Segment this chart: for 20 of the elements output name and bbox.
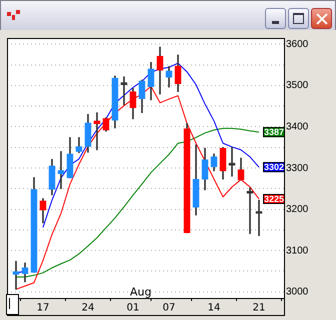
y-tick-label: 3600: [286, 38, 309, 50]
y-tick-label: 3300: [286, 162, 309, 174]
candlestick: [94, 112, 100, 150]
data-label: 3387: [264, 127, 284, 138]
candlestick: [12, 260, 20, 290]
annotation: Aug: [130, 285, 152, 298]
y-tick-label: 3400: [286, 121, 309, 132]
y-tick-label: 3100: [286, 245, 309, 256]
y-tick-label: 3500: [286, 80, 309, 92]
x-tick-label: 01: [126, 302, 140, 314]
data-label: 3225: [264, 194, 284, 204]
y-tick-label: 3200: [286, 204, 309, 216]
x-tick-label: 21: [252, 302, 266, 314]
x-tick-label: 14: [208, 302, 220, 314]
x-tick-label: 17: [36, 302, 50, 314]
x-tick-label: 07: [162, 302, 176, 314]
y-tick-label: 3000: [286, 286, 309, 298]
x-tick-label: 24: [82, 302, 94, 314]
data-label: 3302: [264, 162, 284, 172]
candlestick: [58, 151, 64, 189]
